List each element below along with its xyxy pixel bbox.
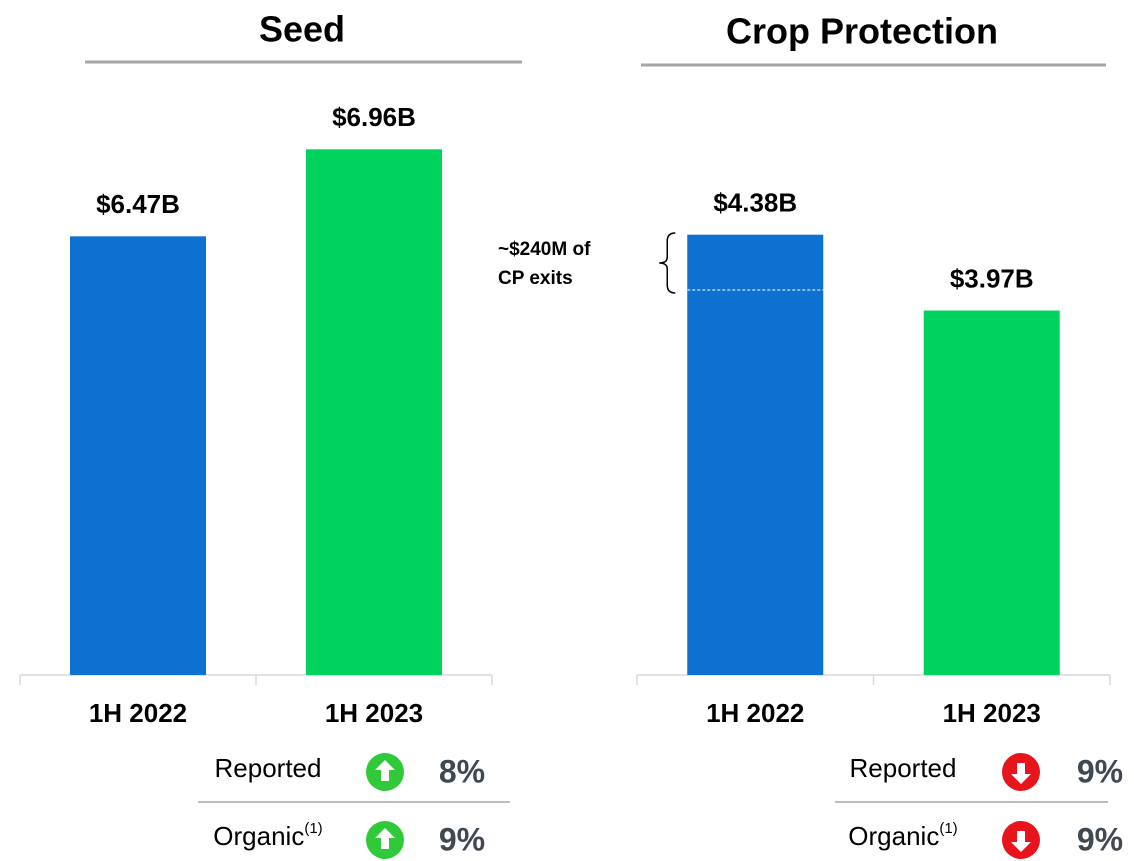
x-tick-label: 1H 2023: [325, 698, 423, 728]
change-label-text: Organic: [213, 821, 304, 851]
change-value: 9%: [439, 821, 485, 857]
x-tick-label: 1H 2022: [89, 698, 187, 728]
change-label: Reported: [850, 753, 957, 783]
annotation: CP exits: [498, 268, 573, 289]
change-label: Organic(1): [848, 820, 957, 851]
value-label: $6.96B: [332, 102, 416, 132]
value-label: $3.97B: [950, 263, 1034, 293]
change-label-text: Reported: [215, 753, 322, 783]
change-label-text: Reported: [850, 753, 957, 783]
bar: [306, 149, 442, 675]
bar: [70, 236, 206, 675]
change-value: 9%: [1077, 753, 1123, 789]
direction-arrow: [375, 828, 395, 849]
direction-arrow: [1011, 831, 1031, 852]
bar: [687, 234, 824, 675]
change-value: 9%: [1077, 821, 1123, 857]
value-label: $4.38B: [713, 188, 797, 218]
chart-title: Seed: [259, 9, 345, 50]
change-note: (1): [304, 820, 322, 837]
change-note: (1): [939, 820, 957, 837]
x-tick-label: 1H 2022: [706, 698, 804, 728]
brace: [659, 232, 676, 294]
direction-arrow: [375, 760, 395, 781]
change-label-text: Organic: [848, 821, 939, 851]
change-label: Reported: [215, 753, 322, 783]
direction-arrow: [1011, 763, 1031, 784]
change-value: 8%: [439, 753, 485, 789]
change-label: Organic(1): [213, 820, 322, 851]
chart-title: Crop Protection: [726, 11, 998, 52]
bar: [923, 310, 1060, 675]
annotation: ~$240M of: [498, 239, 591, 260]
value-label: $6.47B: [96, 189, 180, 219]
x-tick-label: 1H 2023: [943, 698, 1041, 728]
